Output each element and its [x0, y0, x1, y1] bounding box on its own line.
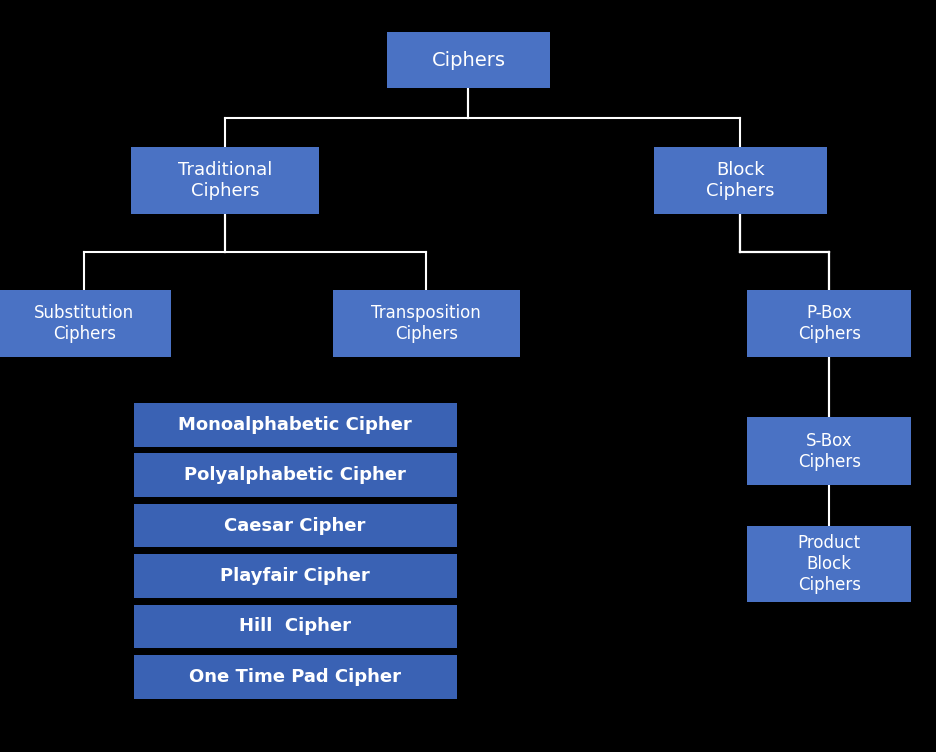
Text: Playfair Cipher: Playfair Cipher: [220, 567, 370, 585]
Text: Polyalphabetic Cipher: Polyalphabetic Cipher: [184, 466, 405, 484]
FancyBboxPatch shape: [134, 554, 456, 598]
FancyBboxPatch shape: [386, 32, 549, 88]
Text: S-Box
Ciphers: S-Box Ciphers: [797, 432, 860, 471]
FancyBboxPatch shape: [747, 417, 910, 485]
Text: Ciphers: Ciphers: [431, 50, 505, 70]
Text: Block
Ciphers: Block Ciphers: [705, 161, 774, 200]
Text: Product
Block
Ciphers: Product Block Ciphers: [797, 534, 860, 594]
FancyBboxPatch shape: [747, 526, 910, 602]
Text: Monoalphabetic Cipher: Monoalphabetic Cipher: [178, 416, 412, 434]
FancyBboxPatch shape: [652, 147, 826, 214]
Text: Caesar Cipher: Caesar Cipher: [225, 517, 365, 535]
FancyBboxPatch shape: [134, 655, 456, 699]
FancyBboxPatch shape: [0, 290, 170, 357]
FancyBboxPatch shape: [131, 147, 318, 214]
Text: Substitution
Ciphers: Substitution Ciphers: [35, 304, 134, 343]
FancyBboxPatch shape: [134, 605, 456, 648]
FancyBboxPatch shape: [332, 290, 519, 357]
Text: One Time Pad Cipher: One Time Pad Cipher: [189, 668, 401, 686]
FancyBboxPatch shape: [747, 290, 910, 357]
FancyBboxPatch shape: [134, 403, 456, 447]
Text: Hill  Cipher: Hill Cipher: [239, 617, 351, 635]
FancyBboxPatch shape: [134, 504, 456, 547]
Text: P-Box
Ciphers: P-Box Ciphers: [797, 304, 860, 343]
Text: Traditional
Ciphers: Traditional Ciphers: [178, 161, 271, 200]
Text: Transposition
Ciphers: Transposition Ciphers: [371, 304, 481, 343]
FancyBboxPatch shape: [134, 453, 456, 497]
